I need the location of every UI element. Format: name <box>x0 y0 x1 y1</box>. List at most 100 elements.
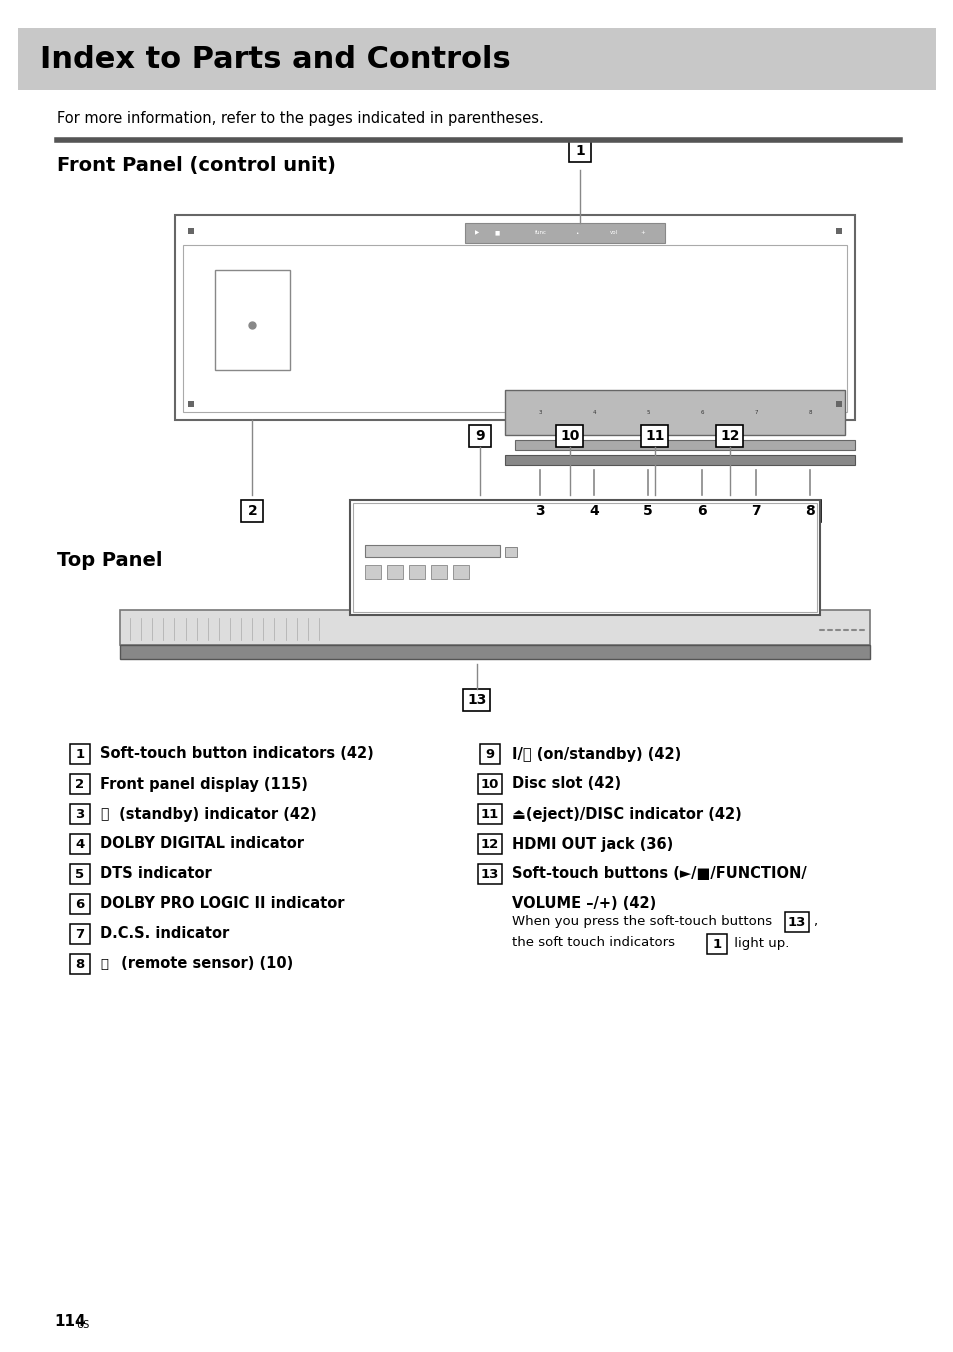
Bar <box>353 503 816 612</box>
Bar <box>744 500 766 522</box>
Text: DTS indicator: DTS indicator <box>100 867 212 882</box>
Text: ⏻: ⏻ <box>100 807 109 821</box>
Text: 1: 1 <box>75 748 85 760</box>
Text: (standby) indicator (42): (standby) indicator (42) <box>113 807 316 822</box>
Text: DOLBY DIGITAL indicator: DOLBY DIGITAL indicator <box>100 837 304 852</box>
Text: vol: vol <box>609 230 618 235</box>
Bar <box>716 425 742 448</box>
Bar <box>477 834 501 854</box>
Text: •: • <box>575 230 578 235</box>
Text: ,: , <box>812 914 817 927</box>
Text: Index to Parts and Controls: Index to Parts and Controls <box>40 45 510 73</box>
Text: 1: 1 <box>712 937 720 950</box>
Bar <box>365 565 380 579</box>
Text: ⏏(eject)/DISC indicator (42): ⏏(eject)/DISC indicator (42) <box>512 807 741 822</box>
Bar <box>350 500 820 615</box>
Bar <box>529 500 551 522</box>
Bar <box>515 439 854 450</box>
Text: 7: 7 <box>750 504 760 518</box>
Bar <box>504 548 517 557</box>
Text: 4: 4 <box>75 837 85 850</box>
Text: 5: 5 <box>645 410 649 415</box>
Text: For more information, refer to the pages indicated in parentheses.: For more information, refer to the pages… <box>57 111 543 126</box>
Text: 13: 13 <box>480 868 498 880</box>
Text: 4: 4 <box>592 410 596 415</box>
Text: Top Panel: Top Panel <box>57 550 162 569</box>
Bar <box>387 565 402 579</box>
Text: 13: 13 <box>467 694 486 707</box>
Bar <box>568 141 590 162</box>
Text: 7: 7 <box>75 927 85 941</box>
Bar <box>477 804 501 823</box>
Bar <box>464 223 664 243</box>
Text: 2: 2 <box>75 777 85 791</box>
Bar <box>453 565 469 579</box>
Text: 10: 10 <box>480 777 498 791</box>
Bar <box>706 934 726 955</box>
Text: 5: 5 <box>75 868 85 880</box>
Text: 11: 11 <box>480 807 498 821</box>
Bar <box>690 500 712 522</box>
Text: 4: 4 <box>589 504 598 518</box>
Text: +: + <box>639 230 644 235</box>
Bar <box>174 215 854 420</box>
Text: When you press the soft-touch buttons: When you press the soft-touch buttons <box>512 914 776 927</box>
Bar <box>556 425 583 448</box>
Bar <box>637 500 659 522</box>
Text: the soft touch indicators: the soft touch indicators <box>512 937 679 949</box>
Text: ▶: ▶ <box>475 230 478 235</box>
Bar <box>504 456 854 465</box>
Text: VOLUME –/+) (42): VOLUME –/+) (42) <box>512 896 656 911</box>
Bar <box>477 773 501 794</box>
Bar <box>431 565 447 579</box>
Text: 1: 1 <box>575 145 584 158</box>
Text: 2: 2 <box>248 504 257 518</box>
Text: 5: 5 <box>642 504 652 518</box>
Bar <box>214 270 290 370</box>
Bar <box>70 773 90 794</box>
Text: 8: 8 <box>807 410 811 415</box>
Text: 11: 11 <box>644 429 664 443</box>
Text: 6: 6 <box>697 504 706 518</box>
Bar <box>120 610 869 645</box>
Text: D.C.S. indicator: D.C.S. indicator <box>100 926 229 941</box>
Bar <box>409 565 424 579</box>
Bar <box>70 804 90 823</box>
Bar <box>183 245 846 412</box>
Bar <box>70 923 90 944</box>
Text: 6: 6 <box>700 410 703 415</box>
Text: 8: 8 <box>804 504 814 518</box>
Text: ■: ■ <box>495 230 499 235</box>
Bar <box>70 955 90 973</box>
Bar <box>504 389 844 435</box>
Text: 8: 8 <box>75 957 85 971</box>
Text: DOLBY PRO LOGIC II indicator: DOLBY PRO LOGIC II indicator <box>100 896 344 911</box>
Bar <box>70 744 90 764</box>
Text: ⓷: ⓷ <box>100 957 108 971</box>
Text: Front panel display (115): Front panel display (115) <box>100 776 308 791</box>
Text: 12: 12 <box>720 429 739 443</box>
Text: 9: 9 <box>475 429 484 443</box>
Text: I/⏻ (on/standby) (42): I/⏻ (on/standby) (42) <box>512 746 680 761</box>
Bar <box>469 425 491 448</box>
Text: Disc slot (42): Disc slot (42) <box>512 776 620 791</box>
Text: 9: 9 <box>485 748 494 760</box>
Bar <box>18 28 935 91</box>
Bar <box>70 834 90 854</box>
Text: func: func <box>535 230 546 235</box>
Bar <box>365 545 499 557</box>
Text: 6: 6 <box>75 898 85 910</box>
Bar <box>640 425 668 448</box>
Bar <box>798 500 821 522</box>
Bar <box>582 500 604 522</box>
Bar <box>784 913 808 932</box>
Bar <box>241 500 263 522</box>
Text: 10: 10 <box>559 429 579 443</box>
Bar <box>477 864 501 884</box>
Text: 7: 7 <box>754 410 757 415</box>
Bar <box>120 645 869 658</box>
Text: HDMI OUT jack (36): HDMI OUT jack (36) <box>512 837 673 852</box>
Text: Soft-touch buttons (►/■/FUNCTION/: Soft-touch buttons (►/■/FUNCTION/ <box>512 867 806 882</box>
Text: 114: 114 <box>54 1314 86 1329</box>
Text: US: US <box>76 1320 90 1330</box>
